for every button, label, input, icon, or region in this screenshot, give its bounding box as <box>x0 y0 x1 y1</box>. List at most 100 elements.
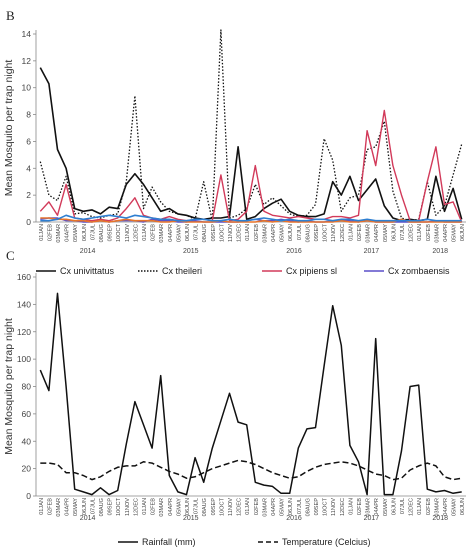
c-x-tick-label: 11NOV <box>331 498 337 516</box>
c-y-tick-label: 160 <box>17 272 31 282</box>
c-x-tick-label: 03MAR <box>56 498 62 517</box>
b-legend-label: Cx univittatus <box>60 266 115 276</box>
c-x-tick-label: 06JUN <box>82 498 88 515</box>
b-x-tick-label: 05MAY <box>383 224 389 242</box>
b-x-tick-label: 04APR <box>65 224 71 242</box>
c-x-tick-label: 04APR <box>271 498 277 516</box>
c-x-tick-label: 08AUG <box>99 498 105 516</box>
b-x-tick-label: 12DEC <box>237 224 243 242</box>
b-x-tick-label: 06JUN <box>82 224 88 241</box>
b-x-tick-label: 04APR <box>374 224 380 242</box>
c-x-tick-label: 07JUL <box>194 498 200 514</box>
b-legend-label: Cx theileri <box>162 266 202 276</box>
b-year-label: 2018 <box>432 248 448 255</box>
b-y-tick-label: 2 <box>26 190 31 200</box>
b-x-tick-label: 04APR <box>443 224 449 242</box>
b-x-tick-label: 04APR <box>271 224 277 242</box>
b-x-tick-label: 07JUL <box>194 224 200 240</box>
c-x-tick-label: 10OCT <box>323 497 329 516</box>
b-x-tick-label: 06JUN <box>288 224 294 241</box>
c-x-tick-label: 02FEB <box>151 498 157 515</box>
b-series-unnamed-4 <box>40 217 462 223</box>
b-series-cx-pipiens-sl <box>39 109 463 223</box>
b-y-axis-title: Mean Mosquito per trap night <box>3 60 15 197</box>
c-x-tick-label: 12DEC <box>409 498 415 516</box>
c-y-tick-label: 80 <box>22 382 32 392</box>
b-x-tick-label: 03MAR <box>434 224 440 243</box>
b-y-tick-label: 8 <box>26 110 31 120</box>
b-x-tick-label: 09SEP <box>314 224 320 242</box>
b-x-tick-label: 08AUG <box>305 224 311 242</box>
b-legend-label: Cx zombaensis <box>388 266 450 276</box>
c-x-tick-label: 02FEB <box>426 498 432 515</box>
b-x-tick-label: 10OCT <box>116 223 122 242</box>
c-x-tick-label: 10OCT <box>116 497 122 516</box>
b-x-tick-label: 01JAN <box>348 224 354 241</box>
b-x-tick-label: 01JAN <box>142 224 148 241</box>
b-x-tick-label: 08AUG <box>202 224 208 242</box>
c-x-tick-label: 01JAN <box>417 498 423 515</box>
c-y-axis-title: Mean Mosquito per trap night <box>3 318 15 455</box>
b-x-tick-label: 02FEB <box>426 224 432 241</box>
b-x-tick-label: 03MAR <box>56 224 62 243</box>
b-x-tick-label: 01JAN <box>417 224 423 241</box>
c-x-tick-label: 11NOV <box>228 498 234 516</box>
c-y-tick-label: 20 <box>22 464 32 474</box>
b-x-tick-label: 05MAY <box>280 224 286 242</box>
b-x-tick-label: 12DEC <box>340 224 346 242</box>
c-legend-label: Rainfall (mm) <box>142 537 196 547</box>
c-series-temperature-celcius <box>40 459 462 481</box>
c-x-tick-label: 11NOV <box>125 498 131 516</box>
b-x-tick-label: 10OCT <box>219 223 225 242</box>
c-y-tick-label: 100 <box>17 354 31 364</box>
c-legend-label: Temperature (Celcius) <box>282 537 371 547</box>
b-y-tick-label: 10 <box>22 83 32 93</box>
c-y-tick-label: 140 <box>17 299 31 309</box>
c-x-tick-label: 05MAY <box>383 498 389 516</box>
c-year-label: 2017 <box>364 515 380 522</box>
c-x-tick-label: 06JUN <box>391 498 397 515</box>
c-series-rainfall-mm <box>39 292 462 496</box>
c-x-tick-label: 06JUN <box>288 498 294 515</box>
b-x-tick-label: 03MAR <box>262 224 268 243</box>
b-x-tick-label: 08AUG <box>99 224 105 242</box>
b-year-label: 2016 <box>286 248 302 255</box>
b-y-tick-label: 6 <box>26 136 31 146</box>
b-x-tick-label: 11NOV <box>331 224 337 242</box>
b-x-tick-label: 09SEP <box>108 224 114 242</box>
c-x-tick-label: 05MAY <box>452 498 458 516</box>
c-x-tick-label: 05MAY <box>280 498 286 516</box>
c-x-tick-label: 02FEB <box>47 498 53 515</box>
b-x-tick-label: 02FEB <box>357 224 363 241</box>
c-x-tick-label: 04APR <box>374 498 380 516</box>
c-x-tick-label: 05MAY <box>73 498 79 516</box>
b-x-tick-label: 10OCT <box>323 223 329 242</box>
b-x-tick-label: 06JUN <box>185 224 191 241</box>
b-x-tick-label: 07JUL <box>297 224 303 240</box>
c-year-label: 2014 <box>80 515 96 522</box>
b-year-label: 2015 <box>183 248 199 255</box>
b-year-label: 2014 <box>80 248 96 255</box>
c-year-label: 2016 <box>286 515 302 522</box>
c-x-tick-label: 04APR <box>443 498 449 516</box>
b-x-tick-label: 01JAN <box>245 224 251 241</box>
b-x-tick-label: 07JUL <box>90 224 96 240</box>
c-y-tick-label: 40 <box>22 436 32 446</box>
b-x-tick-label: 12DEC <box>409 224 415 242</box>
c-x-tick-label: 12DEC <box>133 498 139 516</box>
c-year-label: 2015 <box>183 515 199 522</box>
c-x-tick-label: 09SEP <box>108 498 114 516</box>
b-x-tick-label: 05MAY <box>452 224 458 242</box>
c-x-tick-label: 08AUG <box>202 498 208 516</box>
c-x-tick-label: 10OCT <box>219 497 225 516</box>
c-y-tick-label: 0 <box>26 491 31 501</box>
c-x-tick-label: 03MAR <box>366 498 372 517</box>
b-x-tick-label: 01JAN <box>39 224 45 241</box>
b-y-tick-label: 14 <box>22 29 32 39</box>
c-x-tick-label: 06JUN <box>185 498 191 515</box>
b-y-tick-label: 12 <box>22 56 32 66</box>
b-x-tick-label: 06JUN <box>460 224 466 241</box>
c-x-tick-label: 03MAR <box>159 498 165 517</box>
chart-b: 0 2 4 6 8 10 12 14 Mean Mosquito per trap night 0… <box>3 29 466 276</box>
